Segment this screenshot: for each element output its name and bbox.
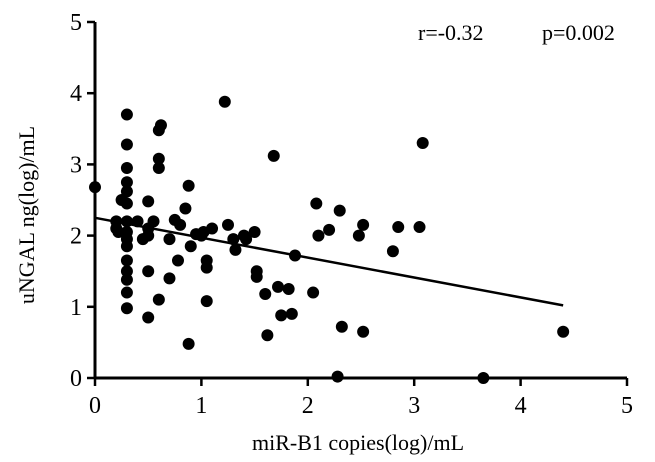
data-point xyxy=(179,202,192,215)
data-point xyxy=(272,280,285,293)
data-point xyxy=(142,265,155,278)
data-point xyxy=(184,240,197,253)
x-tick-label: 5 xyxy=(621,393,633,419)
y-tick-label: 3 xyxy=(70,152,82,178)
data-point xyxy=(163,272,176,285)
data-point xyxy=(120,138,133,151)
data-point xyxy=(248,226,261,239)
data-point xyxy=(115,194,128,206)
data-point xyxy=(275,309,288,322)
data-point xyxy=(413,221,426,234)
data-point xyxy=(200,261,213,274)
data-point xyxy=(163,233,176,246)
data-point xyxy=(392,221,405,234)
y-axis-title: uNGAL ng(log)/mL xyxy=(14,126,39,304)
y-tick-label: 2 xyxy=(70,224,82,250)
y-tick-label: 0 xyxy=(70,366,82,392)
data-point xyxy=(120,240,133,253)
x-axis-title: miR-B1 copies(log)/mL xyxy=(252,430,464,455)
data-point xyxy=(120,161,133,174)
data-point xyxy=(229,243,242,256)
regression-line xyxy=(94,216,564,307)
data-point xyxy=(267,149,280,162)
x-tick-label: 1 xyxy=(195,393,207,419)
x-tick-label: 0 xyxy=(89,393,101,419)
data-point xyxy=(171,254,184,267)
data-point xyxy=(386,245,399,258)
data-point xyxy=(120,185,133,198)
data-point xyxy=(357,218,370,231)
data-points xyxy=(89,95,570,384)
data-point xyxy=(259,287,272,300)
data-point xyxy=(357,325,370,338)
y-tick-label: 1 xyxy=(70,295,82,321)
data-point xyxy=(152,161,165,174)
correlation-r-label: r=-0.32 xyxy=(418,20,484,45)
data-point xyxy=(152,152,165,165)
data-point xyxy=(307,286,320,299)
data-point xyxy=(333,204,346,217)
data-point xyxy=(120,176,133,189)
x-tick-label: 4 xyxy=(515,393,527,419)
data-point xyxy=(310,197,323,210)
y-tick-label: 4 xyxy=(70,81,82,107)
data-point xyxy=(557,325,570,338)
data-point xyxy=(218,95,231,108)
data-point xyxy=(112,226,125,239)
data-point xyxy=(182,179,195,192)
x-axis-ticks: 0 1 2 3 4 5 xyxy=(89,378,633,419)
data-point xyxy=(120,254,133,267)
data-point xyxy=(152,293,165,306)
data-point xyxy=(323,223,336,236)
data-point xyxy=(352,229,365,242)
y-tick-label: 5 xyxy=(70,10,82,36)
data-point xyxy=(120,286,133,299)
y-axis-ticks: 0 1 2 3 4 5 xyxy=(70,10,95,392)
data-point xyxy=(335,320,348,333)
data-point xyxy=(142,311,155,324)
data-point xyxy=(416,137,429,150)
p-value-label: p=0.002 xyxy=(542,20,615,45)
data-point xyxy=(250,270,263,283)
data-point xyxy=(142,229,155,242)
data-point xyxy=(120,273,133,286)
x-tick-label: 2 xyxy=(302,393,314,419)
data-point xyxy=(120,265,133,278)
data-point xyxy=(312,229,325,242)
data-point xyxy=(206,222,219,235)
data-point xyxy=(261,329,274,342)
x-tick-label: 3 xyxy=(408,393,420,419)
data-point xyxy=(154,119,167,132)
data-point xyxy=(222,218,234,231)
data-point xyxy=(200,295,213,308)
data-point xyxy=(174,218,187,231)
data-point xyxy=(120,108,133,121)
data-point xyxy=(147,215,160,228)
data-point xyxy=(282,283,295,295)
data-point xyxy=(285,307,298,320)
data-point xyxy=(120,302,133,315)
data-point xyxy=(240,233,253,246)
data-point xyxy=(182,337,195,350)
data-point xyxy=(142,195,155,208)
